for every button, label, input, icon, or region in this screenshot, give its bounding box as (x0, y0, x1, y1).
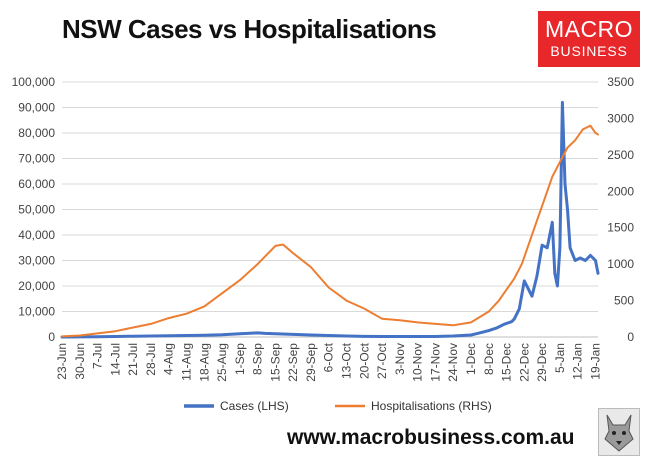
x-tick-label: 12-Jan (571, 343, 585, 380)
x-tick-label: 8-Sep (251, 343, 265, 375)
left-tick-label: 70,000 (18, 152, 55, 166)
left-tick-label: 60,000 (18, 177, 55, 191)
x-tick-label: 1-Dec (464, 343, 478, 375)
left-tick-label: 90,000 (18, 101, 55, 115)
left-tick-label: 50,000 (18, 203, 55, 217)
right-tick-label: 3500 (607, 75, 634, 89)
hospitalisations-line (61, 124, 599, 338)
x-tick-label: 4-Aug (162, 343, 176, 375)
chart-title: NSW Cases vs Hospitalisations (62, 14, 437, 44)
left-axis-ticks: 0 10,000 20,000 30,000 40,000 50,000 60,000 70,… (12, 75, 56, 344)
right-tick-label: 3000 (607, 111, 634, 125)
series-lines (60, 100, 600, 339)
right-tick-label: 1000 (607, 257, 634, 271)
left-tick-label: 10,000 (18, 305, 55, 319)
logo-line2: BUSINESS (550, 43, 628, 59)
x-tick-label: 15-Sep (268, 343, 282, 382)
x-tick-label: 28-Jul (144, 343, 158, 376)
x-tick-label: 14-Jul (108, 343, 122, 376)
x-tick-label: 22-Dec (517, 343, 531, 382)
x-tick-label: 7-Jul (91, 343, 105, 369)
left-tick-label: 80,000 (18, 126, 55, 140)
x-tick-label: 1-Sep (233, 343, 247, 375)
x-tick-label: 30-Jun (73, 343, 87, 380)
right-tick-label: 2000 (607, 184, 634, 198)
x-tick-label: 3-Nov (393, 343, 407, 375)
logo-line1: MACRO (544, 16, 634, 42)
x-tick-label: 17-Nov (428, 343, 442, 382)
x-tick-label: 15-Dec (500, 343, 514, 382)
x-tick-label: 22-Sep (286, 343, 300, 382)
x-tick-label: 23-Jun (55, 343, 69, 380)
left-tick-label: 30,000 (18, 254, 55, 268)
x-tick-label: 20-Oct (357, 342, 371, 379)
brand-logo: MACRO BUSINESS (538, 11, 640, 67)
x-tick-label: 13-Oct (340, 342, 354, 379)
right-tick-label: 1500 (607, 221, 634, 235)
left-tick-label: 40,000 (18, 228, 55, 242)
wolf-icon (598, 408, 640, 456)
x-tick-label: 6-Oct (322, 342, 336, 372)
x-tick-label: 24-Nov (446, 343, 460, 382)
x-tick-label: 25-Aug (215, 343, 229, 382)
right-tick-label: 500 (614, 294, 634, 308)
footer-url: www.macrobusiness.com.au (287, 426, 575, 449)
x-axis-ticks: 23-Jun 30-Jun 7-Jul 14-Jul 21-Jul 28-Jul 4-Aug… (55, 342, 602, 381)
x-tick-label: 5-Jan (553, 343, 567, 373)
x-tick-label: 27-Oct (375, 342, 389, 379)
left-tick-label: 100,000 (12, 75, 56, 89)
cases-line (60, 100, 600, 339)
right-axis-ticks: 0 500 1000 1500 2000 2500 3000 3500 (607, 75, 634, 344)
left-tick-label: 20,000 (18, 279, 55, 293)
left-tick-label: 0 (48, 330, 55, 344)
legend: Cases (LHS) Hospitalisations (RHS) (184, 399, 492, 413)
x-tick-label: 8-Dec (482, 343, 496, 375)
x-tick-label: 10-Nov (411, 343, 425, 382)
x-tick-label: 29-Dec (535, 343, 549, 382)
x-tick-label: 19-Jan (588, 343, 602, 380)
x-tick-label: 21-Jul (126, 343, 140, 376)
right-tick-label: 0 (627, 330, 634, 344)
x-tick-label: 18-Aug (197, 343, 211, 382)
right-tick-label: 2500 (607, 148, 634, 162)
legend-label: Hospitalisations (RHS) (371, 399, 492, 413)
grid-lines (62, 81, 598, 312)
legend-label: Cases (LHS) (220, 399, 289, 413)
x-tick-label: 29-Sep (304, 343, 318, 382)
x-tick-label: 11-Aug (179, 343, 193, 381)
